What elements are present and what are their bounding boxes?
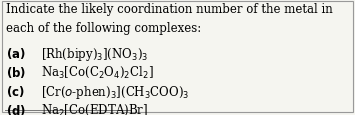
Text: Indicate the likely coordination number of the metal in: Indicate the likely coordination number … xyxy=(6,3,333,16)
Text: Na$_{3}$[Co(C$_{2}$O$_{4}$)$_{2}$Cl$_{2}$]: Na$_{3}$[Co(C$_{2}$O$_{4}$)$_{2}$Cl$_{2}… xyxy=(41,64,153,79)
Text: [Cr($\it{o}$-phen)$_{3}$](CH$_{3}$COO)$_{3}$: [Cr($\it{o}$-phen)$_{3}$](CH$_{3}$COO)$_… xyxy=(41,83,189,100)
Text: each of the following complexes:: each of the following complexes: xyxy=(6,22,202,34)
Text: $\mathbf{(d)}$: $\mathbf{(d)}$ xyxy=(6,102,27,115)
Text: $\mathbf{(c)}$: $\mathbf{(c)}$ xyxy=(6,83,25,98)
Text: $\mathbf{(a)}$: $\mathbf{(a)}$ xyxy=(6,46,26,61)
Text: $\mathbf{(b)}$: $\mathbf{(b)}$ xyxy=(6,64,27,79)
Text: [Rh(bipy)$_{3}$](NO$_{3}$)$_{3}$: [Rh(bipy)$_{3}$](NO$_{3}$)$_{3}$ xyxy=(41,46,148,63)
Text: Na$_{2}$[Co(EDTA)Br]: Na$_{2}$[Co(EDTA)Br] xyxy=(41,102,148,115)
